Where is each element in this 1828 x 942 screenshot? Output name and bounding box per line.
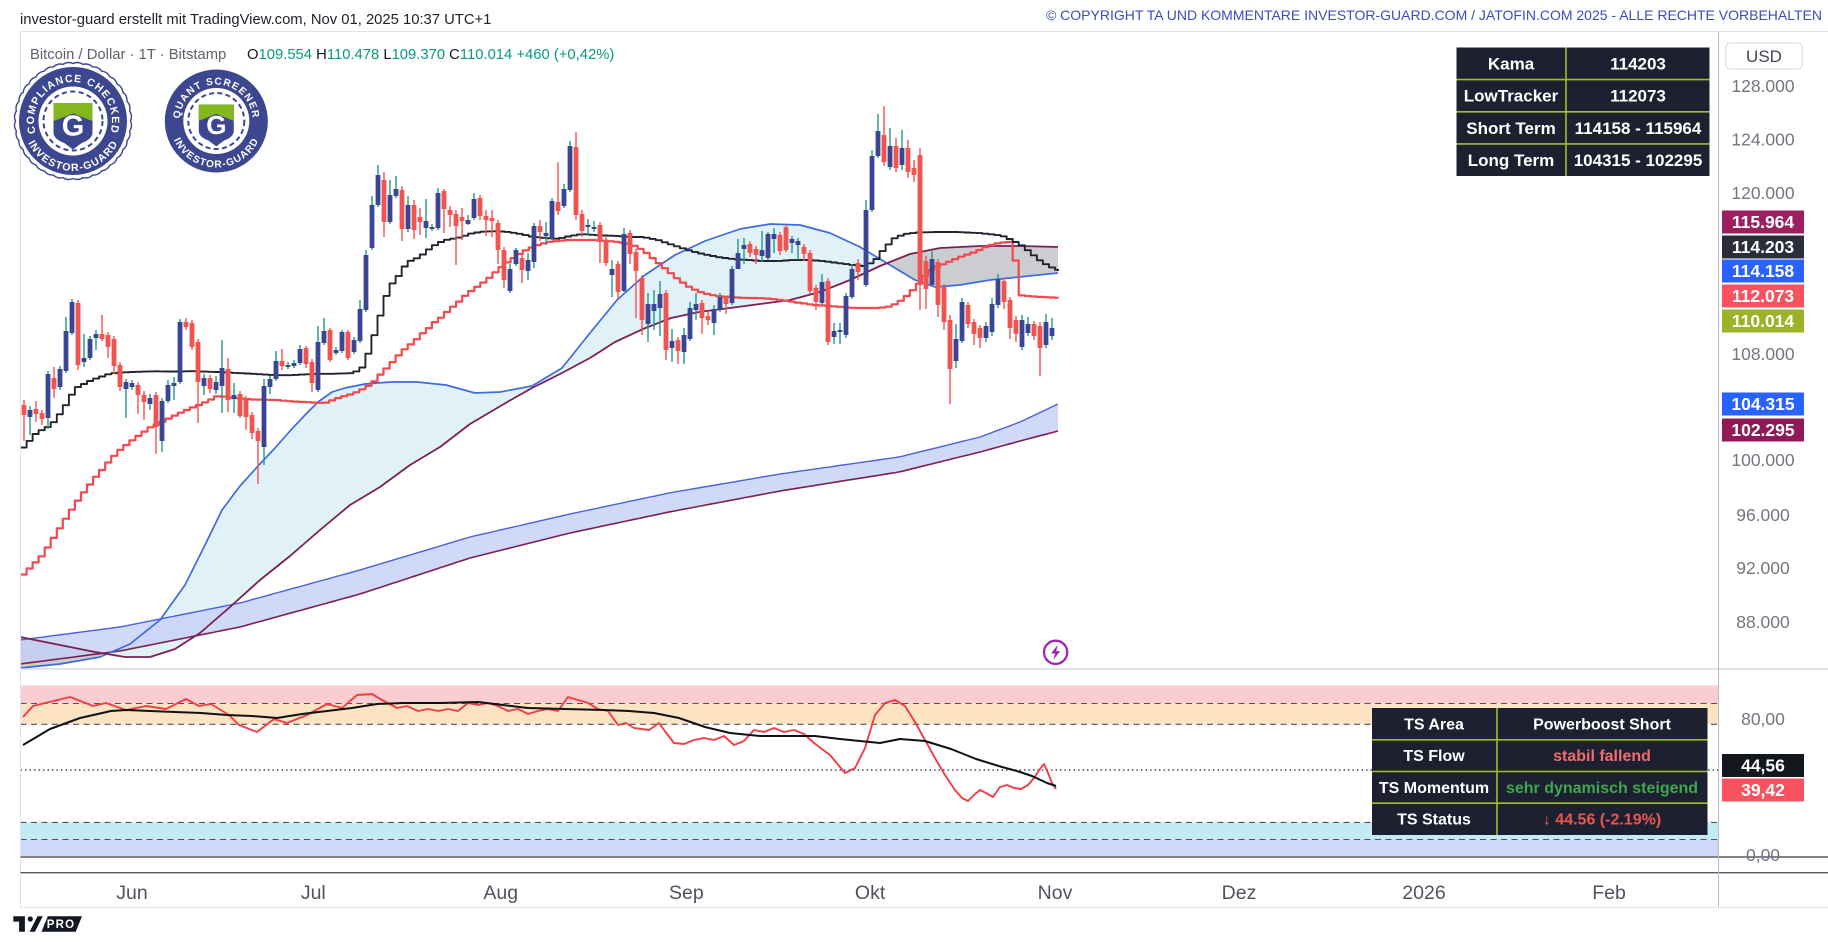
svg-text:TS Flow: TS Flow bbox=[1403, 748, 1465, 765]
svg-text:124.000: 124.000 bbox=[1731, 130, 1795, 150]
svg-text:88.000: 88.000 bbox=[1736, 612, 1790, 632]
svg-text:44,56: 44,56 bbox=[1741, 756, 1785, 776]
svg-text:Short Term: Short Term bbox=[1466, 119, 1555, 138]
svg-text:TS Status: TS Status bbox=[1397, 812, 1471, 829]
svg-text:TS Area: TS Area bbox=[1404, 717, 1464, 734]
svg-text:114203: 114203 bbox=[1610, 55, 1666, 74]
svg-text:110.014: 110.014 bbox=[1732, 311, 1795, 331]
svg-text:0,00: 0,00 bbox=[1746, 845, 1780, 865]
svg-text:Jun: Jun bbox=[116, 882, 147, 904]
svg-text:LowTracker: LowTracker bbox=[1464, 87, 1559, 106]
svg-text:investor-guard erstellt mit Tr: investor-guard erstellt mit TradingView.… bbox=[20, 12, 491, 28]
svg-text:Powerboost Short: Powerboost Short bbox=[1533, 717, 1671, 734]
svg-text:102.295: 102.295 bbox=[1731, 420, 1795, 440]
svg-text:G: G bbox=[206, 110, 226, 140]
svg-text:120.000: 120.000 bbox=[1731, 183, 1795, 203]
svg-text:Okt: Okt bbox=[855, 882, 886, 904]
svg-text:100.000: 100.000 bbox=[1731, 450, 1795, 470]
svg-text:G: G bbox=[62, 111, 85, 143]
svg-text:80,00: 80,00 bbox=[1741, 709, 1785, 729]
svg-text:TS Momentum: TS Momentum bbox=[1379, 780, 1489, 797]
svg-text:Jul: Jul bbox=[301, 882, 326, 904]
svg-text:O109.554 H110.478 L109.370: O109.554 H110.478 L109.370 C110.014 +460… bbox=[247, 47, 614, 63]
svg-text:128.000: 128.000 bbox=[1731, 76, 1795, 96]
svg-text:114.203: 114.203 bbox=[1732, 237, 1795, 257]
svg-text:Long Term: Long Term bbox=[1468, 151, 1555, 170]
svg-text:92.000: 92.000 bbox=[1736, 558, 1790, 578]
svg-text:stabil fallend: stabil fallend bbox=[1553, 748, 1651, 765]
svg-text:Bitcoin / Dollar · 1T · Bitsta: Bitcoin / Dollar · 1T · Bitstamp bbox=[30, 47, 226, 63]
svg-text:39,42: 39,42 bbox=[1741, 780, 1785, 800]
svg-text:112.073: 112.073 bbox=[1732, 286, 1795, 306]
svg-text:↓ 44.56 (-2.19%): ↓ 44.56 (-2.19%) bbox=[1543, 812, 1661, 829]
svg-text:Kama: Kama bbox=[1488, 55, 1535, 74]
svg-text:104315 - 102295: 104315 - 102295 bbox=[1574, 151, 1703, 170]
svg-text:104.315: 104.315 bbox=[1731, 394, 1795, 414]
svg-text:sehr dynamisch steigend: sehr dynamisch steigend bbox=[1506, 780, 1698, 797]
svg-text:Aug: Aug bbox=[483, 882, 518, 904]
svg-text:96.000: 96.000 bbox=[1736, 505, 1790, 525]
svg-text:© COPYRIGHT TA UND KOMMENTARE: © COPYRIGHT TA UND KOMMENTARE INVESTOR-G… bbox=[1046, 7, 1822, 23]
svg-text:115.964: 115.964 bbox=[1732, 212, 1795, 232]
svg-text:Nov: Nov bbox=[1038, 882, 1073, 904]
svg-text:Sep: Sep bbox=[669, 882, 704, 904]
svg-text:PRO: PRO bbox=[47, 919, 76, 931]
svg-text:2026: 2026 bbox=[1402, 882, 1445, 904]
svg-text:108.000: 108.000 bbox=[1731, 344, 1795, 364]
svg-text:112073: 112073 bbox=[1610, 87, 1666, 106]
svg-text:114.158: 114.158 bbox=[1732, 261, 1795, 281]
svg-text:114158 - 115964: 114158 - 115964 bbox=[1575, 119, 1702, 138]
svg-text:Dez: Dez bbox=[1222, 882, 1257, 904]
svg-text:Feb: Feb bbox=[1592, 882, 1626, 904]
svg-text:USD: USD bbox=[1746, 47, 1782, 66]
